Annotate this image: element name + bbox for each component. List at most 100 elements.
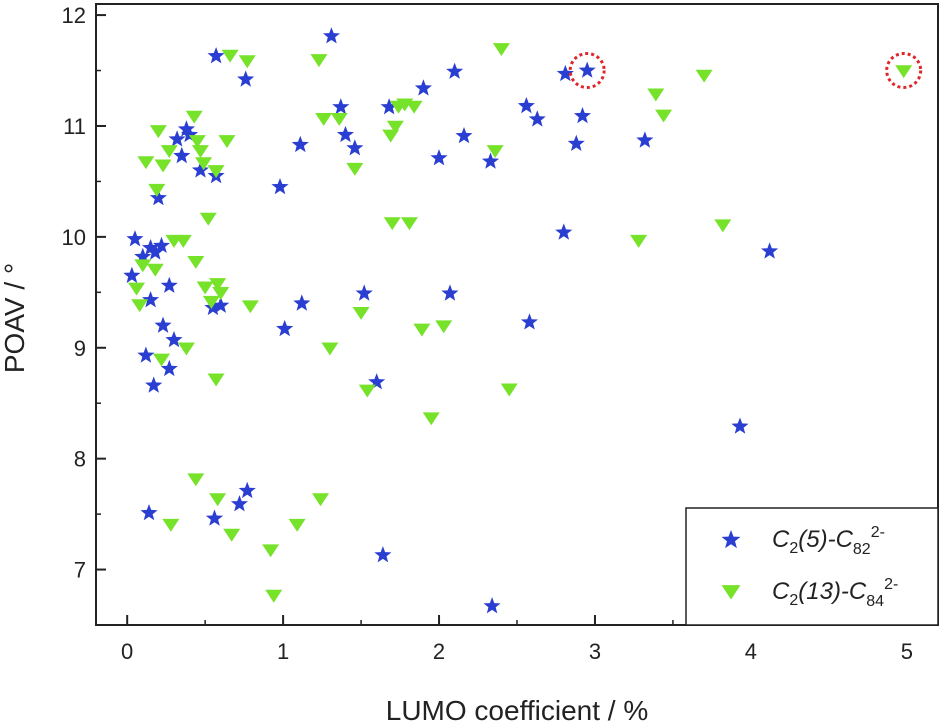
c84-triangle-point	[187, 473, 205, 487]
c82-star-point	[483, 597, 501, 614]
c84-triangle-point	[241, 300, 259, 314]
highlight-circle-0	[568, 52, 606, 90]
c82-star-point	[555, 223, 573, 240]
c82-star-point	[173, 146, 191, 164]
c84-triangle-point	[413, 323, 431, 337]
c82-star-point	[276, 319, 294, 337]
y-axis-label: POAV / °	[0, 263, 30, 373]
c84-triangle-point	[288, 518, 306, 532]
c84-triangle-point	[655, 109, 673, 123]
c82-star-point	[374, 546, 392, 563]
c82-star-point	[177, 120, 195, 137]
c84-triangle-point	[162, 518, 180, 532]
c82-star-point	[204, 298, 222, 316]
c82-star-point	[380, 98, 398, 115]
c84-triangle-point	[330, 112, 348, 126]
c84-triangle-point	[383, 217, 401, 231]
c82-star-point	[761, 242, 779, 259]
c82-star-point	[636, 131, 654, 148]
c84-triangle-point	[218, 135, 236, 149]
c84-triangle-point	[386, 120, 404, 134]
c82-star-point	[578, 61, 596, 78]
c84-triangle-point	[148, 183, 166, 197]
c84-triangle-point	[405, 100, 423, 114]
c84-triangle-point	[630, 234, 648, 248]
legend: C2(5)-C822- C2(13)-C842-	[685, 507, 939, 626]
x-tick-label-1: 1	[277, 639, 289, 664]
c84-triangle-point	[177, 342, 195, 356]
c84-triangle-point	[188, 135, 206, 149]
c82-star-point	[123, 266, 141, 283]
c82-star-point	[291, 135, 309, 153]
c84-triangle-point	[212, 287, 230, 300]
c84-triangle-point	[185, 110, 203, 124]
c84-triangle-point	[128, 282, 146, 296]
c82-star-point	[355, 284, 373, 301]
y-tick-label-3: 10	[62, 225, 86, 250]
c84-triangle-point	[146, 263, 164, 277]
c84-triangle-point	[152, 353, 170, 367]
c84-triangle-point	[422, 412, 440, 426]
c82-star-point	[336, 125, 354, 143]
c82-star-point	[154, 316, 172, 333]
c84-triangle-point	[209, 278, 227, 292]
c84-triangle-point	[134, 259, 152, 273]
c84-triangle-point	[209, 493, 227, 507]
c82-star-point	[322, 27, 340, 44]
legend-box	[685, 507, 939, 626]
c84-triangle-point	[223, 528, 241, 542]
c82-star-point	[455, 127, 473, 144]
c82-star-point	[160, 276, 178, 293]
x-tick-label-5: 5	[901, 639, 913, 664]
legend-symbols	[721, 530, 741, 600]
c82-star-point	[346, 139, 364, 156]
c82-star-point	[332, 98, 350, 115]
c84-triangle-point	[191, 145, 209, 159]
c82-star-point	[293, 294, 311, 311]
c82-star-point	[212, 296, 230, 313]
x-tick-label-4: 4	[745, 639, 757, 664]
x-tick-label-0: 0	[121, 639, 133, 664]
c84-triangle-point	[321, 342, 339, 356]
c84-triangle-point	[346, 162, 364, 176]
x-tick-label-2: 2	[433, 639, 445, 664]
c82-star-point	[528, 110, 546, 127]
c82-star-point	[414, 79, 432, 96]
highlight-circles	[568, 52, 923, 90]
c82-star-point	[520, 313, 538, 330]
c84-triangle-point	[238, 55, 256, 69]
c84-triangle-point	[895, 65, 913, 79]
c82-star-point	[567, 134, 585, 151]
c84-triangle-point	[358, 384, 376, 398]
c84-triangle-point	[262, 544, 280, 558]
c84-triangle-point	[131, 299, 149, 313]
y-tick-label-2: 9	[74, 336, 86, 361]
c84-triangle-point	[400, 217, 418, 231]
c82-star-point	[149, 189, 167, 206]
c84-triangle-point	[149, 125, 167, 139]
c84-triangle-point	[315, 112, 333, 126]
c84-triangle-point	[695, 69, 713, 83]
c82-star-point	[134, 247, 152, 265]
c84-triangle-point	[160, 145, 178, 159]
c82-star-point	[481, 152, 500, 169]
c82-star-point	[168, 130, 186, 147]
c84-triangle-point	[196, 281, 214, 295]
c82-star-point	[271, 178, 289, 195]
c82-star-point	[142, 291, 160, 308]
c84-triangle-point	[207, 373, 225, 387]
legend-star-icon	[721, 530, 741, 549]
c82-star-point	[731, 417, 749, 434]
c82-star-point	[146, 243, 164, 260]
c84-triangle-point	[500, 383, 518, 397]
c84-triangle-point	[492, 43, 510, 57]
x-tick-label-3: 3	[589, 639, 601, 664]
y-tick-label-4: 11	[63, 114, 86, 139]
y-tick-label-5: 12	[62, 3, 86, 28]
y-tick-label-1: 8	[74, 447, 86, 472]
x-axis-label: LUMO coefficient / %	[386, 695, 648, 726]
c82-star-point	[126, 230, 144, 247]
c84-triangle-point	[310, 54, 328, 68]
c82-star-point	[441, 284, 459, 301]
highlight-circle-1	[885, 52, 923, 90]
